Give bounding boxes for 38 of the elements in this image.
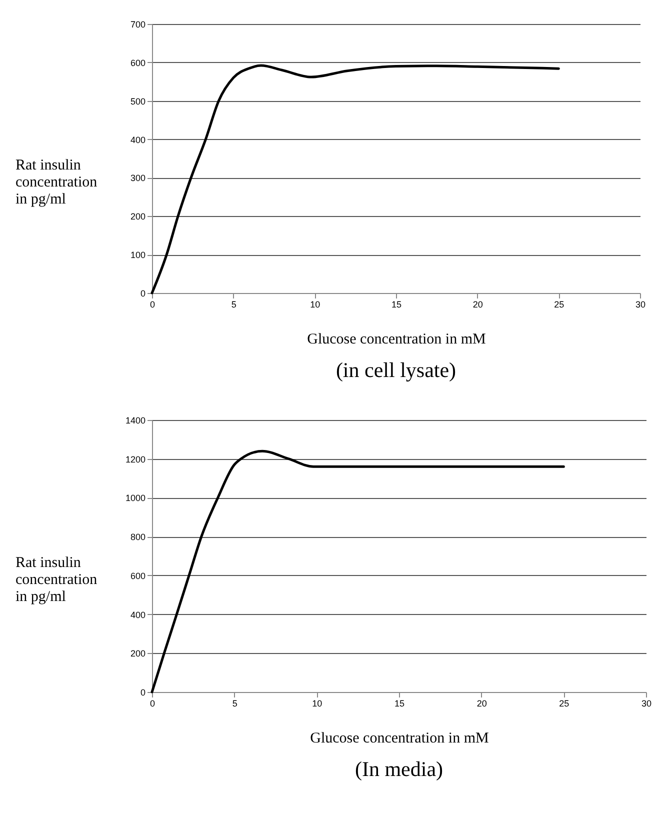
x-tick-label: 10: [310, 300, 320, 310]
x-tick-label: 5: [232, 698, 238, 708]
y-tick-label: 0: [140, 288, 146, 298]
x-tick-label: 25: [559, 698, 570, 708]
text: (In media): [354, 757, 444, 781]
x-tick-label: 20: [472, 300, 483, 310]
x-tick-label: 15: [394, 698, 405, 708]
y-tick-label: 700: [130, 20, 146, 30]
x-tick-label: 20: [476, 698, 487, 708]
x-tick-label: 0: [150, 698, 156, 708]
y-tick-label: 800: [130, 532, 146, 542]
y-axis-title: Rat insulin concentration in pg/ml: [16, 157, 98, 208]
x-tick-label: 30: [641, 698, 652, 708]
y-tick-label: 200: [130, 212, 146, 222]
x-axis-title: Glucose concentration in mM: [310, 730, 489, 746]
y-tick-label: 300: [130, 173, 146, 184]
y-tick-label: 600: [130, 58, 146, 68]
y-tick-label: 500: [130, 96, 146, 106]
y-tick-label: 1400: [125, 416, 146, 426]
y-tick-label: 0: [140, 688, 146, 698]
y-tick-label: 400: [130, 134, 146, 145]
y-tick-label: 1200: [125, 454, 146, 464]
text: (in cell lysate): [336, 358, 456, 382]
y-tick-label: 100: [130, 250, 146, 260]
x-tick-label: 10: [312, 698, 322, 708]
x-tick-label: 25: [554, 300, 564, 310]
y-tick-label: 1000: [125, 493, 146, 504]
y-axis-title: Rat insulin concentration in pg/ml: [16, 554, 98, 605]
x-tick-label: 0: [150, 300, 156, 310]
x-tick-label: 30: [635, 300, 646, 310]
y-tick-label: 200: [130, 648, 146, 659]
x-tick-label: 5: [231, 300, 236, 310]
line-series: [150, 64, 560, 294]
x-axis-title: Glucose concentration in mM: [307, 332, 486, 348]
line-series: [150, 450, 565, 694]
y-tick-label: 400: [130, 610, 146, 620]
y-tick-label: 600: [130, 570, 146, 581]
x-tick-label: 15: [391, 300, 402, 310]
